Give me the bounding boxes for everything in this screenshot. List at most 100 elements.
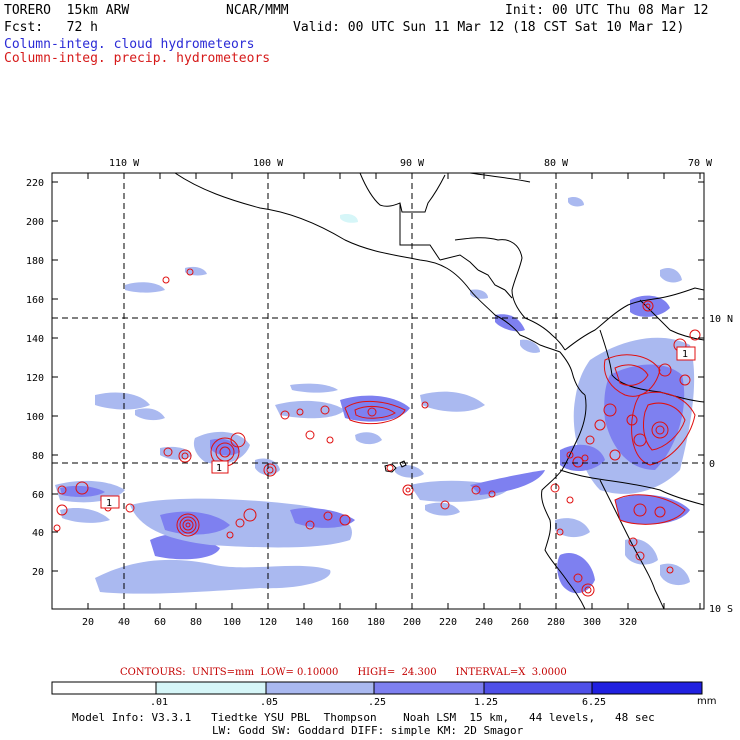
organization: NCAR/MMM <box>226 3 289 18</box>
x-tick-label: 260 <box>511 617 529 628</box>
cloud-area <box>340 213 358 223</box>
cloud-area <box>425 502 460 516</box>
x-tick-label: 60 <box>154 617 166 628</box>
cloud-area <box>95 559 331 594</box>
colorbar-swatch <box>483 681 593 695</box>
x-tick-label: 320 <box>619 617 637 628</box>
cloud-area <box>660 563 690 586</box>
border <box>599 479 665 609</box>
contour-label: 1 <box>106 498 112 509</box>
y-ticks <box>52 181 704 572</box>
colorbar: .01 .05 .25 1.25 6.25 <box>51 681 703 708</box>
y-tick-label: 100 <box>26 412 44 423</box>
cloud-area <box>660 268 682 283</box>
border <box>559 469 704 506</box>
cloud-area <box>290 383 338 393</box>
cloud-area <box>420 391 485 412</box>
cloud-area <box>340 395 410 422</box>
colorbar-label: .05 <box>260 697 278 708</box>
colorbar-label: 1.25 <box>474 697 498 708</box>
lat-label: 10 S <box>709 604 733 615</box>
precip-contour <box>344 400 406 425</box>
cloud-area <box>495 314 525 332</box>
valid-time: Valid: 00 UTC Sun 11 Mar 12 (18 CST Sat … <box>293 20 685 35</box>
coastline-pacific <box>174 173 586 396</box>
cloud-field-title: Column-integ. cloud hydrometeors <box>4 37 255 52</box>
y-tick-label: 120 <box>26 373 44 384</box>
map-frame <box>51 172 705 610</box>
cloud-area <box>520 339 540 353</box>
colorbar-label: 6.25 <box>582 697 606 708</box>
precip-contour <box>643 402 686 451</box>
y-tick-label: 40 <box>32 528 44 539</box>
colorbar-swatch <box>373 681 485 695</box>
lat-label: 0 <box>709 459 715 470</box>
y-tick-label: 140 <box>26 334 44 345</box>
y-tick-label: 80 <box>32 451 44 462</box>
cloud-shading <box>55 196 695 594</box>
colorbar-swatch <box>51 681 157 695</box>
lat-lon-grid <box>52 173 704 609</box>
x-tick-label: 20 <box>82 617 94 628</box>
precip-contour <box>614 494 686 525</box>
contour-labels: 1 1 1 <box>100 346 696 509</box>
cloud-area <box>568 196 584 207</box>
cloud-area <box>557 552 595 594</box>
x-tick-label: 120 <box>259 617 277 628</box>
contour-label: 1 <box>682 349 688 360</box>
lon-label: 100 W <box>253 158 284 169</box>
y-tick-label: 220 <box>26 178 44 189</box>
cloud-area <box>125 282 165 293</box>
y-tick-label: 160 <box>26 295 44 306</box>
cloud-area <box>60 508 110 523</box>
cloud-area <box>470 470 545 495</box>
y-tick-label: 60 <box>32 490 44 501</box>
colorbar-unit: mm <box>697 696 717 707</box>
precip-contour <box>614 364 649 386</box>
colorbar-label: .01 <box>150 697 168 708</box>
galapagos <box>384 463 397 473</box>
forecast-hour: Fcst: 72 h <box>4 20 98 35</box>
precip-contour <box>603 354 661 397</box>
precip-contour <box>354 405 396 419</box>
y-tick-label: 20 <box>32 567 44 578</box>
cloud-area <box>95 392 150 410</box>
precip-field-title: Column-integ. precip. hydrometeors <box>4 51 271 66</box>
cloud-area <box>355 432 382 445</box>
y-tick-label: 200 <box>26 217 44 228</box>
x-tick-label: 160 <box>331 617 349 628</box>
galapagos <box>399 460 407 468</box>
precip-contour <box>631 391 696 466</box>
contour-info: CONTOURS: UNITS=mm LOW= 0.10000 HIGH= 24… <box>120 667 567 678</box>
x-tick-label: 100 <box>223 617 241 628</box>
x-ticks <box>87 173 701 609</box>
cloud-area <box>60 485 105 497</box>
x-tick-label: 240 <box>475 617 493 628</box>
cloud-area <box>135 408 165 421</box>
coastline-colombia <box>564 287 704 351</box>
colorbar-swatch <box>155 681 267 695</box>
border <box>599 329 704 403</box>
cloud-area <box>275 400 345 419</box>
cloud-area <box>615 494 690 525</box>
border <box>399 203 441 261</box>
coastline-yucatan <box>359 173 446 213</box>
coastline-sa-pacific <box>541 394 587 609</box>
coastlines <box>174 173 704 609</box>
x-tick-label: 80 <box>190 617 202 628</box>
cloud-area <box>555 518 590 538</box>
x-tick-label: 220 <box>439 617 457 628</box>
lon-label: 110 W <box>109 158 140 169</box>
x-tick-label: 200 <box>403 617 421 628</box>
colorbar-swatch <box>591 681 703 695</box>
cloud-area <box>625 538 658 565</box>
border <box>504 289 513 299</box>
cloud-area <box>470 289 488 299</box>
contour-label: 1 <box>216 463 222 474</box>
lat-label: 10 N <box>709 314 733 325</box>
init-time: Init: 00 UTC Thu 08 Mar 12 <box>505 3 709 18</box>
lon-label: 80 W <box>544 158 569 169</box>
border <box>477 269 506 291</box>
lon-label: 90 W <box>400 158 425 169</box>
